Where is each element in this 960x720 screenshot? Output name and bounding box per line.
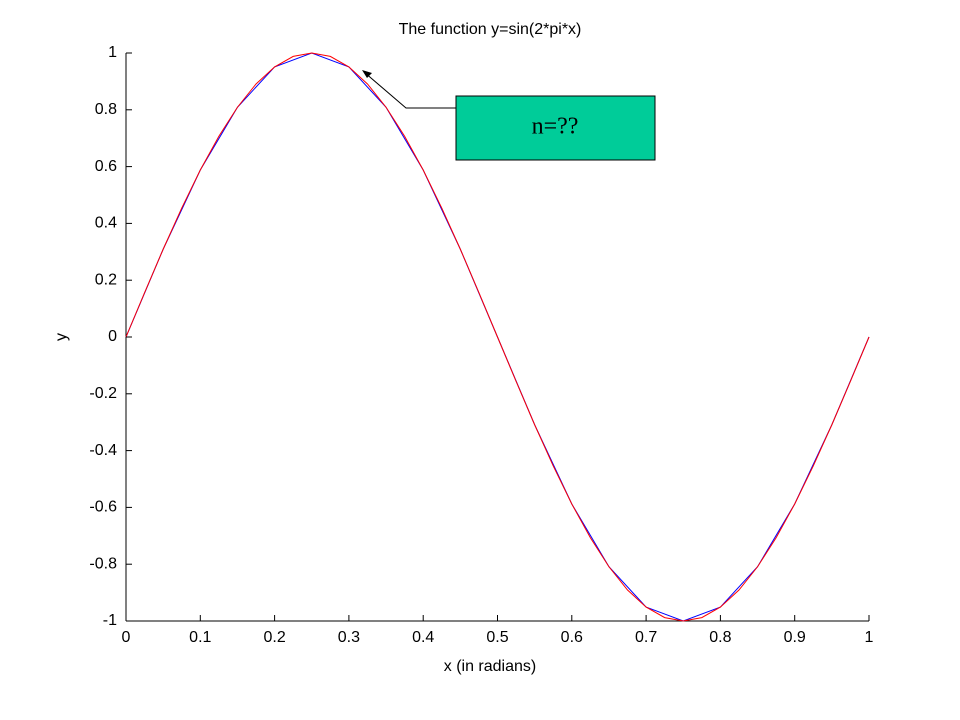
x-tick-label: 0.1	[189, 629, 211, 646]
y-tick-label: -0.6	[89, 499, 117, 516]
x-tick-label: 0.3	[338, 629, 360, 646]
annotation-box	[455, 95, 656, 161]
x-tick-label: 0.8	[709, 629, 731, 646]
y-tick-label: 0.2	[95, 271, 117, 288]
y-axis-label: y	[53, 333, 70, 341]
arrow-head	[362, 70, 372, 78]
x-tick-label: 0.5	[486, 629, 508, 646]
x-axis-label: x (in radians)	[444, 658, 536, 675]
plot-area	[125, 52, 870, 622]
y-tick-label: -0.8	[89, 555, 117, 572]
x-tick-label: 0.2	[263, 629, 285, 646]
y-tick-label: 0.4	[95, 215, 117, 232]
x-tick-label: 0.9	[784, 629, 806, 646]
x-tick-label: 1	[865, 629, 874, 646]
y-tick-label: -0.4	[89, 442, 117, 459]
y-tick-label: 0.6	[95, 158, 117, 175]
annotation-text: n=??	[532, 114, 579, 140]
y-tick-label: -1	[103, 612, 117, 629]
x-tick-label: 0.7	[635, 629, 657, 646]
x-tick-label: 0.4	[412, 629, 434, 646]
series-line	[125, 52, 870, 622]
y-tick-label: 0	[108, 328, 117, 345]
y-tick-label: 0.8	[95, 101, 117, 118]
y-tick-label: -0.2	[89, 385, 117, 402]
x-tick-label: 0.6	[561, 629, 583, 646]
x-tick-label: 0	[122, 629, 131, 646]
annotation-arrow	[363, 71, 456, 109]
y-tick-label: 1	[108, 44, 117, 61]
chart-title: The function y=sin(2*pi*x)	[399, 21, 582, 38]
